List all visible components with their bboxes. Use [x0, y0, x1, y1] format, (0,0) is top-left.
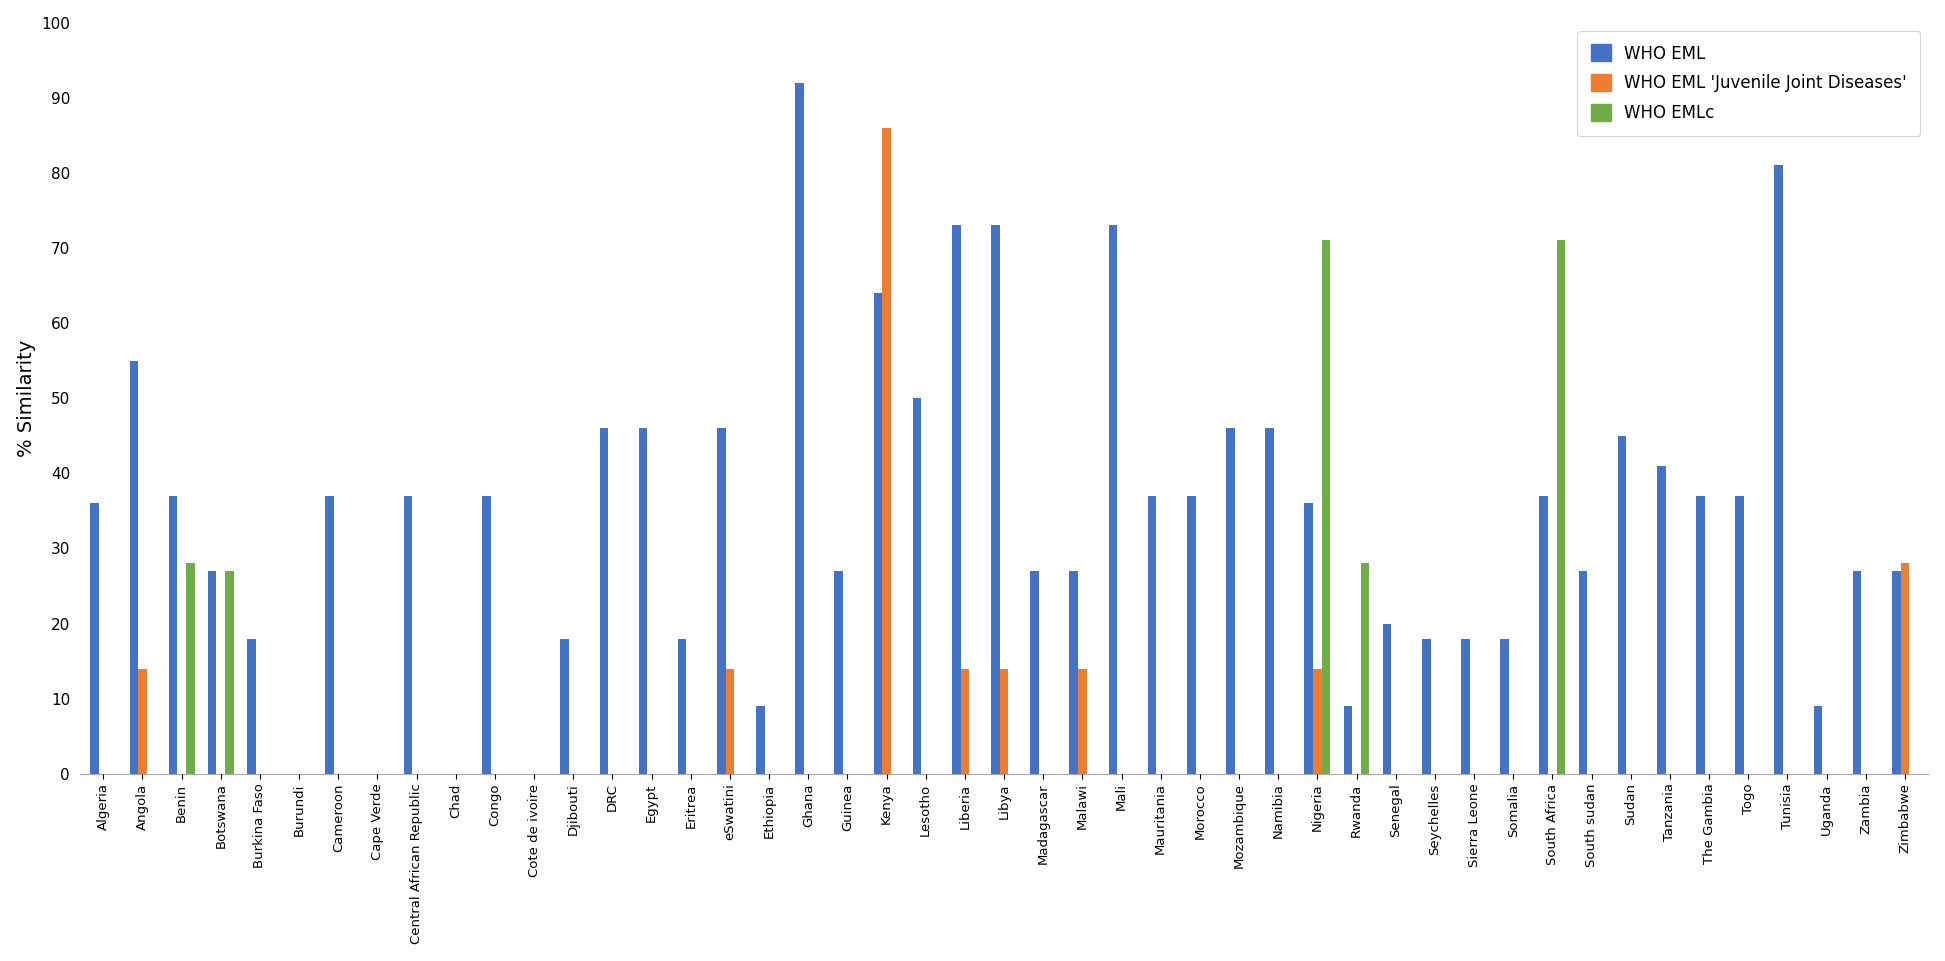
Bar [961, 669, 969, 774]
Bar [599, 429, 609, 774]
Bar [1148, 496, 1157, 774]
Bar [912, 398, 922, 774]
Bar [1538, 496, 1548, 774]
Bar [1266, 429, 1274, 774]
Bar [1735, 496, 1745, 774]
Bar [718, 429, 725, 774]
Bar [1892, 571, 1900, 774]
Bar [1070, 571, 1078, 774]
Bar [1344, 706, 1352, 774]
Bar [1813, 706, 1822, 774]
Bar [1313, 669, 1323, 774]
Bar [169, 496, 177, 774]
Bar [1696, 496, 1704, 774]
Bar [1109, 226, 1116, 774]
Bar [1383, 624, 1391, 774]
Bar [1774, 165, 1784, 774]
Bar [1323, 240, 1330, 774]
Legend: WHO EML, WHO EML 'Juvenile Joint Diseases', WHO EMLc: WHO EML, WHO EML 'Juvenile Joint Disease… [1577, 31, 1920, 136]
Bar [560, 638, 570, 774]
Bar [1618, 435, 1626, 774]
Bar [405, 496, 412, 774]
Bar [1579, 571, 1587, 774]
Bar [1362, 563, 1369, 774]
Bar [1461, 638, 1470, 774]
Bar [482, 496, 490, 774]
Bar [1854, 571, 1861, 774]
Bar [1500, 638, 1509, 774]
Bar [226, 571, 233, 774]
Y-axis label: % Similarity: % Similarity [18, 339, 35, 456]
Bar [757, 706, 764, 774]
Bar [208, 571, 216, 774]
Bar [1225, 429, 1235, 774]
Bar [1900, 563, 1910, 774]
Bar [1305, 504, 1313, 774]
Bar [89, 504, 99, 774]
Bar [130, 360, 138, 774]
Bar [992, 226, 1000, 774]
Bar [1078, 669, 1087, 774]
Bar [1422, 638, 1432, 774]
Bar [796, 83, 803, 774]
Bar [725, 669, 735, 774]
Bar [873, 293, 883, 774]
Bar [679, 638, 687, 774]
Bar [1031, 571, 1039, 774]
Bar [834, 571, 842, 774]
Bar [1657, 466, 1665, 774]
Bar [1556, 240, 1566, 774]
Bar [187, 563, 194, 774]
Bar [138, 669, 146, 774]
Bar [1186, 496, 1196, 774]
Bar [883, 128, 891, 774]
Bar [325, 496, 335, 774]
Bar [638, 429, 648, 774]
Bar [1000, 669, 1008, 774]
Bar [247, 638, 255, 774]
Bar [951, 226, 961, 774]
